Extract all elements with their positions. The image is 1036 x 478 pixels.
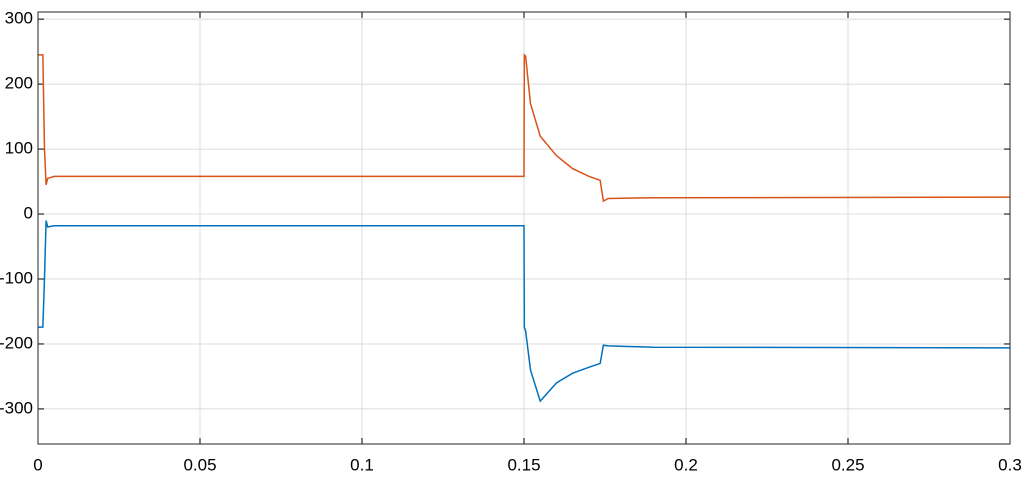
y-tick-label: 200 (5, 74, 33, 93)
y-tick-label: -300 (0, 398, 33, 417)
data-line (38, 220, 1011, 403)
y-tick-label: -100 (0, 268, 33, 287)
y-tick-label: 100 (5, 139, 33, 158)
data-line (38, 53, 1011, 203)
y-tick-label: -200 (0, 333, 33, 352)
x-tick-label: 0.3 (998, 455, 1022, 474)
y-tick-label: 300 (5, 9, 33, 28)
x-tick-label: 0.1 (350, 455, 374, 474)
x-tick-label: 0.05 (183, 455, 216, 474)
x-tick-label: 0 (33, 455, 42, 474)
x-tick-label: 0.25 (831, 455, 864, 474)
y-tick-label: 0 (24, 204, 33, 223)
plot-frame (37, 11, 1011, 445)
x-tick-label: 0.2 (674, 455, 698, 474)
x-tick-label: 0.15 (507, 455, 540, 474)
